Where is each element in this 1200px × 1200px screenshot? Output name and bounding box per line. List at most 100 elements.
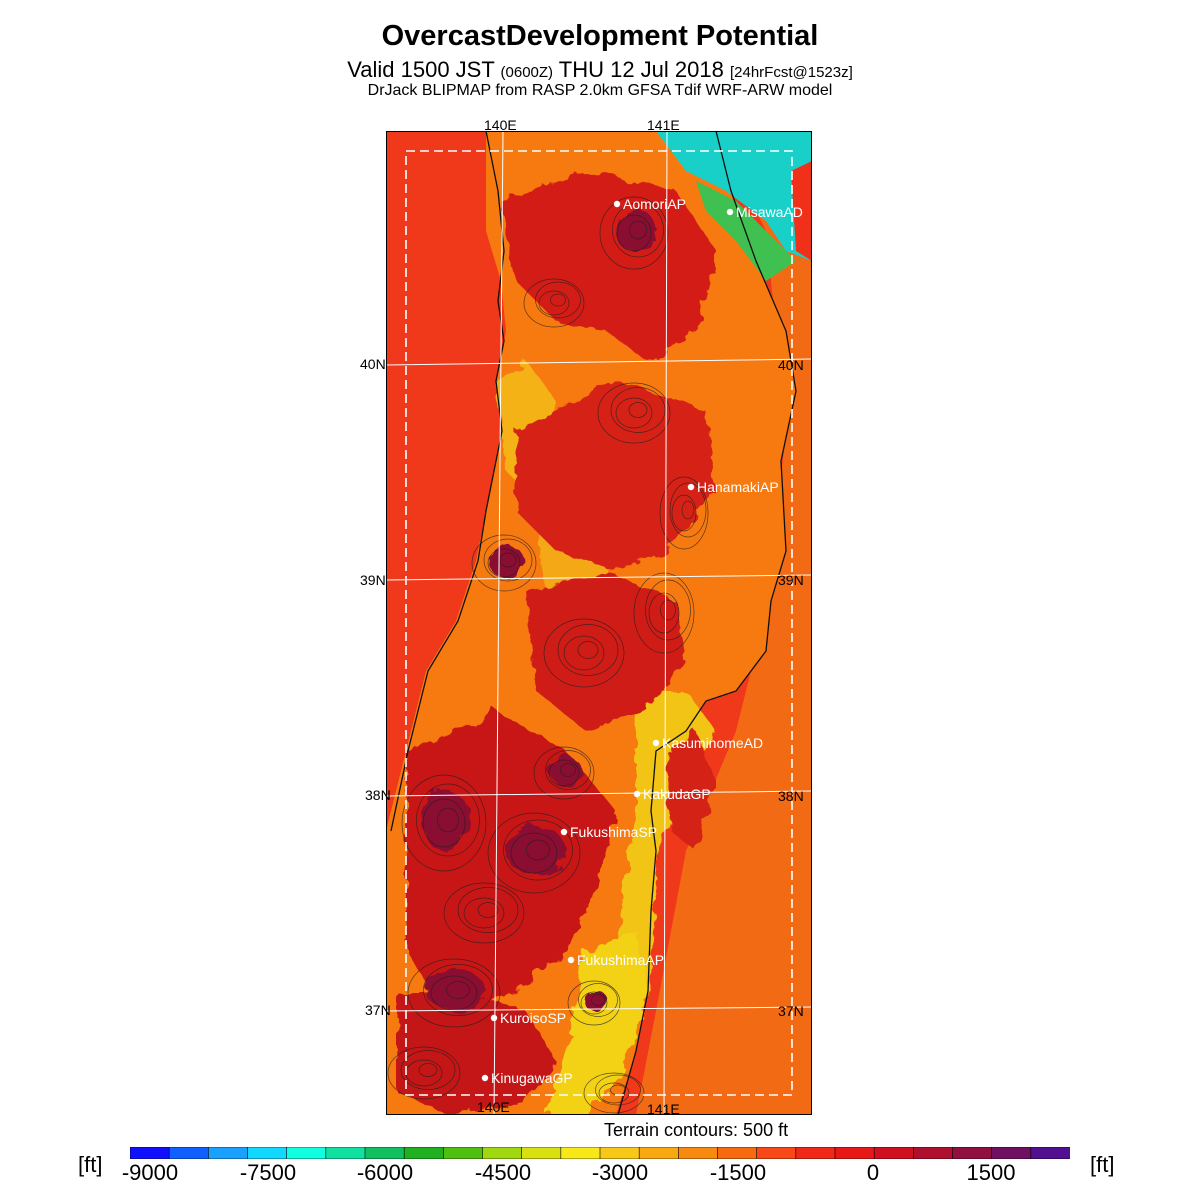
lon-label-bottom-141e: 141E: [647, 1101, 680, 1117]
terrain-contour: [660, 599, 676, 621]
terrain-contour: [599, 196, 669, 270]
terrain-contour: [487, 548, 521, 578]
terrain-contour: [597, 382, 671, 444]
colorbar-swatch: [443, 1146, 484, 1160]
terrain-contour: [628, 402, 648, 418]
highland-east: [666, 731, 716, 851]
lat-label-right-38n: 38N: [778, 788, 804, 804]
colorbar-tick-label: -4500: [474, 1160, 532, 1185]
station-marker: [560, 828, 568, 836]
forecast-info: [24hrFcst@1523z]: [729, 64, 853, 81]
colorbar-swatch: [599, 1146, 640, 1160]
terrain-contour: [499, 552, 517, 568]
highland-ou: [526, 571, 686, 731]
terrain-contour: [510, 832, 558, 874]
terrain-contour: [557, 624, 619, 676]
station-label: AomoriAP: [623, 196, 686, 212]
chart-title: OvercastDevelopment Potential: [381, 20, 819, 52]
station-marker: [652, 739, 660, 747]
colorbar-swatch: [913, 1146, 954, 1160]
colorbar-tick-label: -7500: [239, 1160, 297, 1185]
highland-north: [501, 171, 716, 361]
valid-main: Valid 1500 JST: [347, 57, 495, 82]
terrain-contour: [645, 579, 691, 641]
terrain-contour: [548, 759, 580, 787]
colorbar-swatch: [403, 1146, 445, 1160]
colorbar-swatch: [208, 1146, 249, 1160]
colorbar-tick-label: -6000: [356, 1160, 414, 1185]
colorbar-tick-label: 0: [866, 1160, 880, 1185]
station-label: KinugawaGP: [491, 1070, 573, 1086]
terrain-contour: [387, 1046, 461, 1100]
map-canvas: AomoriAP MisawaAD HanamakiAP KasuminomeAD Ka…: [386, 131, 812, 1115]
terrain-contour: [543, 618, 625, 688]
terrain-contour: [477, 902, 499, 918]
map-frame: [386, 131, 812, 1115]
terrain-contour: [563, 635, 605, 671]
terrain-contour: [457, 887, 519, 933]
terrain-contour: [629, 220, 647, 240]
station-label: FukushimaAP: [577, 952, 664, 968]
peak-3: [426, 971, 486, 1011]
colorbar-swatch: [521, 1146, 562, 1160]
terrain-contour: [580, 991, 608, 1015]
terrain-contour: [538, 290, 570, 316]
peak-4: [488, 545, 524, 577]
lat-label-right-40n: 40N: [778, 357, 804, 373]
terrain-contour: [591, 994, 605, 1006]
lon-label-top-141e: 141E: [647, 117, 680, 133]
colorbar-unit-left: [ft]: [78, 1152, 103, 1177]
colorbar-swatch: [247, 1146, 288, 1160]
terrain-contour: [401, 774, 487, 872]
forecast-map: AomoriAP MisawaAD HanamakiAP KasuminomeAD Ka…: [386, 131, 812, 1115]
colorbar-tick-label: -1500: [709, 1160, 767, 1185]
domain-box: [405, 150, 793, 1096]
terrain-contour: [633, 572, 695, 654]
terrain-contour: [503, 819, 573, 881]
colorbar-swatch: [795, 1146, 836, 1160]
colorbar-swatch: [873, 1146, 915, 1160]
lat-label-right-37n: 37N: [778, 1003, 804, 1019]
colorbar-swatch: [286, 1146, 327, 1160]
station-label: HanamakiAP: [697, 479, 779, 495]
cold-zone-north: [656, 131, 812, 261]
terrain-contour: [648, 592, 680, 634]
terrain-contour: [577, 641, 599, 659]
terrain-contour: [681, 500, 695, 520]
colorbar-strip: [129, 1146, 1071, 1160]
terrain-contour: [560, 763, 576, 777]
terrain-contour: [583, 1072, 645, 1114]
colorbar-unit-right: [ft]: [1090, 1152, 1115, 1177]
valid-utc: (0600Z): [500, 64, 554, 81]
lon-label-top-140e: 140E: [484, 117, 517, 133]
terrain-contour: [615, 397, 653, 429]
colorbar-tick-label: -3000: [591, 1160, 649, 1185]
lat-label-left-40n: 40N: [360, 356, 386, 372]
colorbar-swatch: [129, 1146, 170, 1160]
terrain-contours: [387, 196, 709, 1114]
colorbar-swatch: [482, 1146, 523, 1160]
terrain-contour: [533, 746, 595, 800]
station-label: KakudaGP: [643, 786, 711, 802]
terrain-contour: [418, 1063, 438, 1077]
station-marker: [633, 790, 641, 798]
terrain-contour: [526, 839, 550, 861]
colorbar-swatch: [952, 1146, 993, 1160]
terrain-contour: [612, 202, 664, 258]
terrain-contour: [443, 882, 525, 944]
station-layer: AomoriAP MisawaAD HanamakiAP KasuminomeAD Ka…: [481, 196, 803, 1086]
terrain-contour: [567, 980, 621, 1026]
lat-label-left-37n: 37N: [365, 1002, 391, 1018]
colorbar-tick-label: -9000: [121, 1160, 179, 1185]
terrain-contour: [578, 983, 618, 1017]
colorbar-swatch: [325, 1146, 366, 1160]
station-label: KasuminomeAD: [662, 735, 763, 751]
terrain-contour: [446, 981, 470, 999]
lon-label-bottom-140e: 140E: [477, 1099, 510, 1115]
valid-time: Valid 1500 JST (0600Z) THU 12 Jul 2018 […: [0, 57, 1200, 83]
terrain-contour: [598, 1082, 630, 1104]
terrain-contour: [400, 1050, 456, 1090]
terrain-contour: [610, 387, 666, 433]
terrain-contour: [523, 278, 585, 328]
colorbar-swatch: [834, 1146, 875, 1160]
